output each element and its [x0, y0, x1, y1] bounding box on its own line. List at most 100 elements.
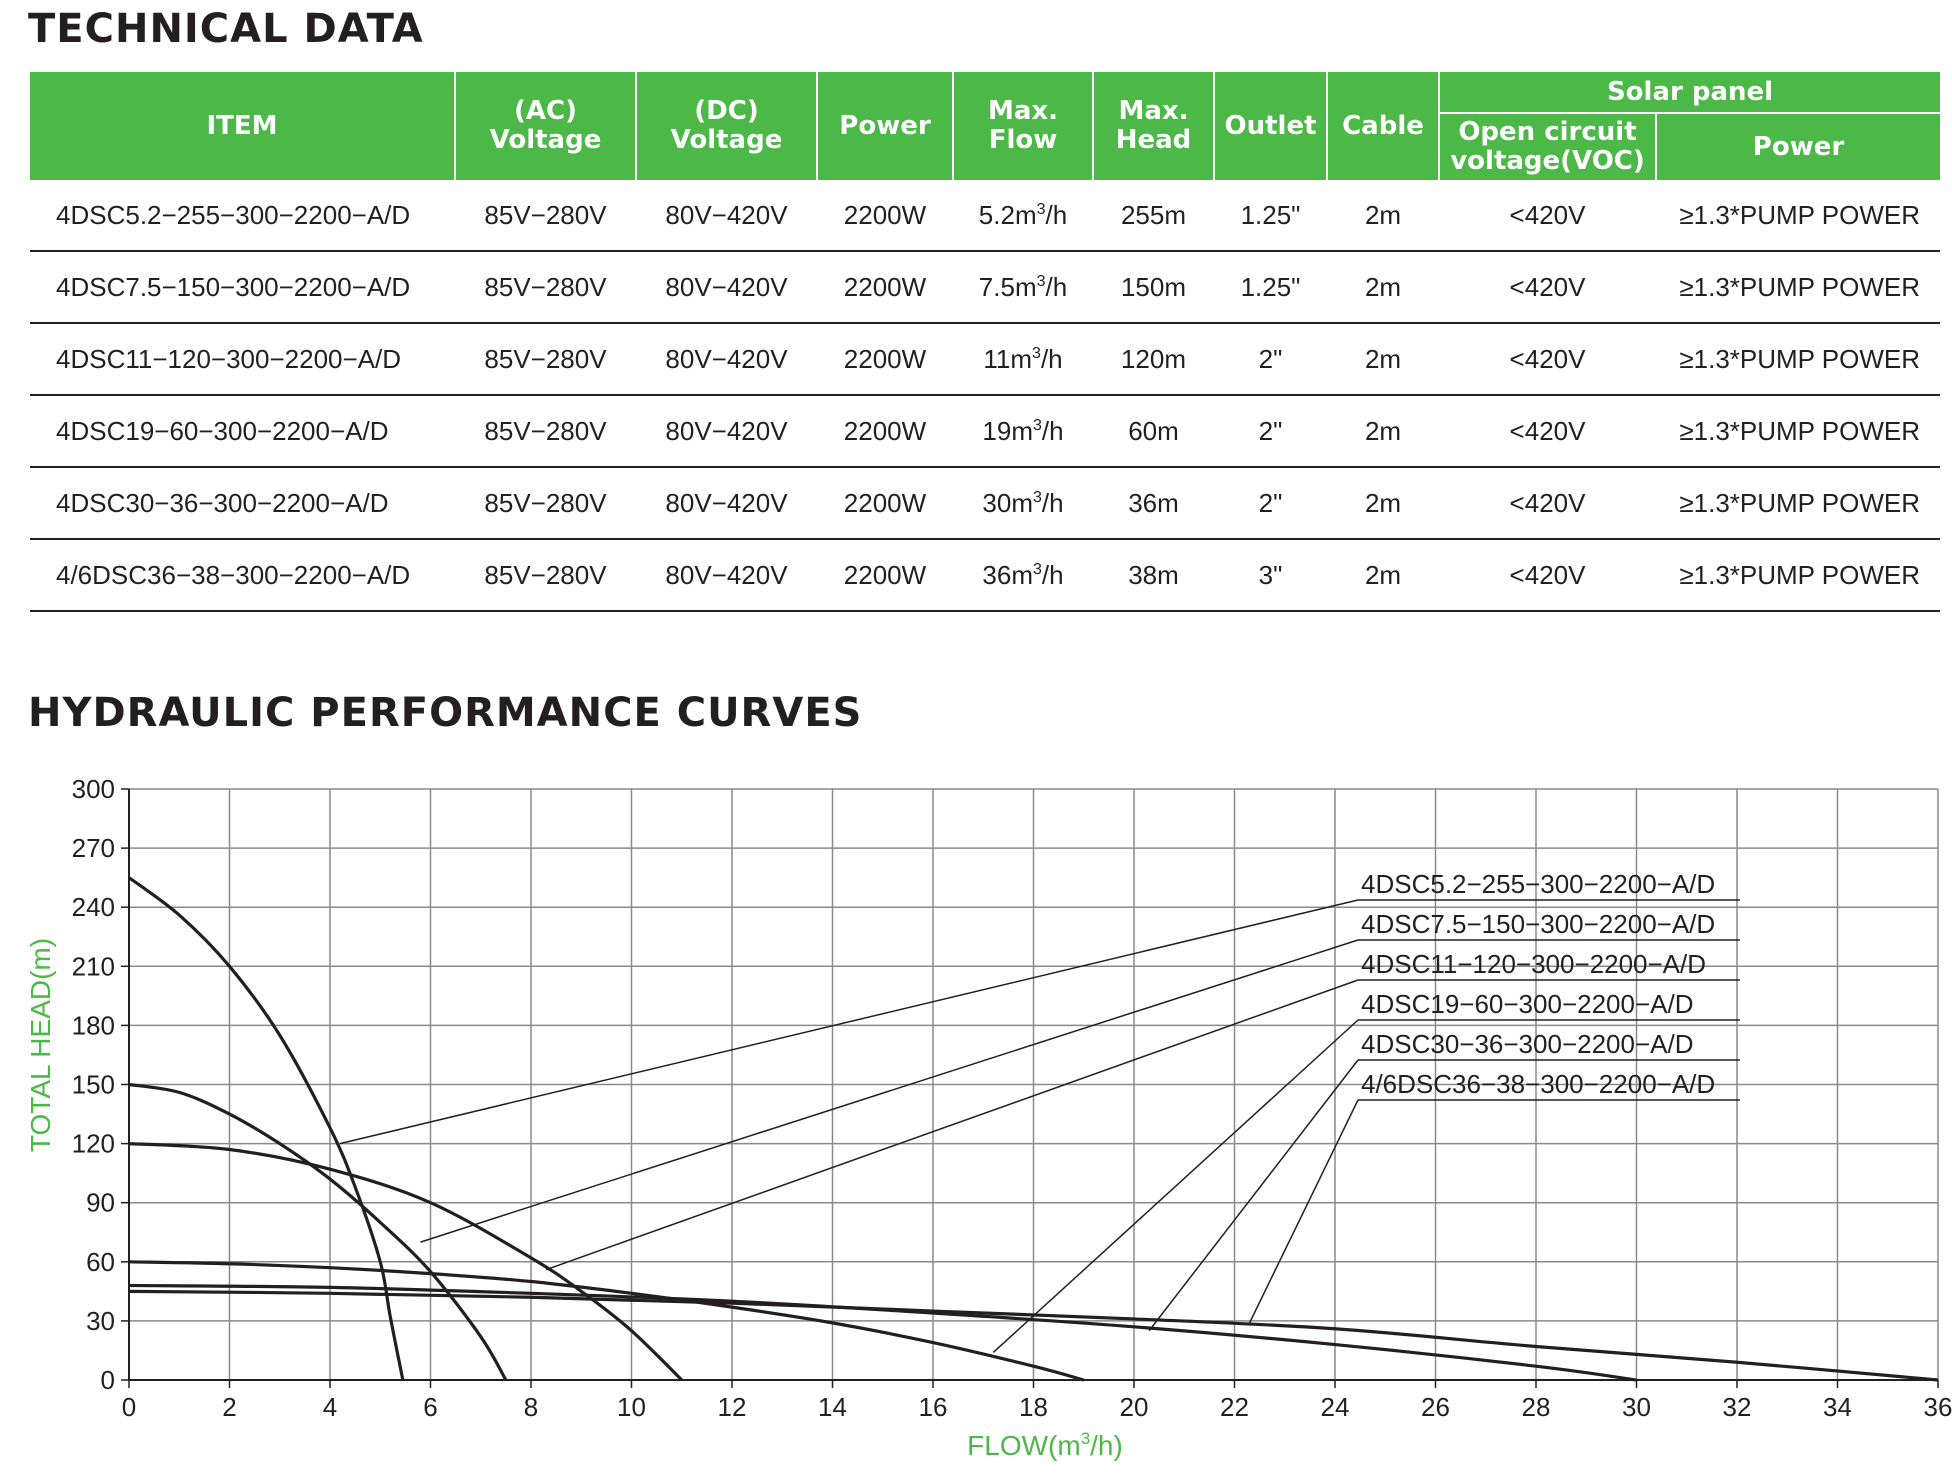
- header-item: ITEM: [30, 72, 456, 180]
- cell-dc-voltage: 80V−420V: [636, 395, 817, 468]
- x-tick-label: 8: [524, 1392, 538, 1422]
- legend-label: 4DSC30−36−300−2200−A/D: [1361, 1029, 1694, 1059]
- legend-leader-line: [545, 979, 1359, 1271]
- legend-label: 4DSC11−120−300−2200−A/D: [1361, 949, 1706, 979]
- x-tick-label: 34: [1823, 1392, 1852, 1422]
- header-panel-power: Power: [1656, 112, 1941, 180]
- cell-max-head: 60m: [1093, 395, 1214, 468]
- header-max-head: Max. Head: [1093, 72, 1215, 180]
- cell-dc-voltage: 80V−420V: [636, 467, 817, 540]
- legend-leader-line: [339, 899, 1359, 1145]
- cell-cable: 2m: [1327, 323, 1439, 396]
- header-ac-voltage: (AC) Voltage: [455, 72, 637, 180]
- x-tick-label: 32: [1723, 1392, 1752, 1422]
- cell-panel-power: ≥1.3*PUMP POWER: [1656, 467, 1941, 540]
- legend-label: 4/6DSC36−38−300−2200−A/D: [1361, 1069, 1715, 1099]
- cell-outlet: 2": [1214, 323, 1327, 396]
- y-tick-label: 90: [86, 1188, 115, 1218]
- cell-outlet: 1.25": [1214, 251, 1327, 324]
- x-tick-label: 30: [1622, 1392, 1651, 1422]
- legend-label: 4DSC19−60−300−2200−A/D: [1361, 989, 1694, 1019]
- cell-panel-power: ≥1.3*PUMP POWER: [1656, 539, 1941, 612]
- cell-max-flow: 30m3/h: [953, 467, 1093, 540]
- x-tick-label: 4: [323, 1392, 337, 1422]
- cell-max-flow: 5.2m3/h: [953, 180, 1093, 252]
- cell-max-head: 36m: [1093, 467, 1214, 540]
- y-tick-label: 210: [72, 951, 115, 981]
- y-tick-label: 60: [86, 1247, 115, 1277]
- cell-ac-voltage: 85V−280V: [455, 395, 636, 468]
- series-curve-2: [128, 1082, 508, 1381]
- chart-grid: [128, 788, 1939, 1381]
- cell-outlet: 1.25": [1214, 180, 1327, 252]
- x-tick-label: 6: [423, 1392, 437, 1422]
- y-tick-label: 180: [72, 1010, 115, 1040]
- cell-panel-power: ≥1.3*PUMP POWER: [1656, 323, 1941, 396]
- cell-max-head: 150m: [1093, 251, 1214, 324]
- cell-item: 4/6DSC36−38−300−2200−A/D: [30, 539, 455, 612]
- cell-power: 2200W: [817, 539, 953, 612]
- table-row: 4DSC30−36−300−2200−A/D 85V−280V 80V−420V 22…: [30, 467, 1941, 540]
- cell-voc: <420V: [1439, 180, 1656, 252]
- cell-item: 4DSC7.5−150−300−2200−A/D: [30, 251, 455, 324]
- cell-cable: 2m: [1327, 395, 1439, 468]
- x-tick-label: 26: [1421, 1392, 1450, 1422]
- y-tick-label: 0: [101, 1365, 115, 1395]
- cell-item: 4DSC5.2−255−300−2200−A/D: [30, 180, 455, 252]
- x-tick-label: 36: [1924, 1392, 1952, 1422]
- x-tick-label: 18: [1019, 1392, 1048, 1422]
- header-cable: Cable: [1327, 72, 1440, 180]
- series-curve-3: [128, 1142, 683, 1382]
- cell-power: 2200W: [817, 251, 953, 324]
- cell-cable: 2m: [1327, 180, 1439, 252]
- cell-power: 2200W: [817, 180, 953, 252]
- cell-item: 4DSC11−120−300−2200−A/D: [30, 323, 455, 396]
- cell-cable: 2m: [1327, 251, 1439, 324]
- cell-voc: <420V: [1439, 395, 1656, 468]
- legend-leader-line: [420, 939, 1359, 1243]
- cell-power: 2200W: [817, 467, 953, 540]
- cell-item: 4DSC30−36−300−2200−A/D: [30, 467, 455, 540]
- cell-item: 4DSC19−60−300−2200−A/D: [30, 395, 455, 468]
- cell-outlet: 2": [1214, 467, 1327, 540]
- table-row: 4/6DSC36−38−300−2200−A/D 85V−280V 80V−420V…: [30, 539, 1941, 612]
- performance-curves-title: HYDRAULIC PERFORMANCE CURVES: [28, 690, 863, 736]
- header-outlet: Outlet: [1214, 72, 1328, 180]
- legend-leader-line: [992, 1019, 1359, 1353]
- cell-ac-voltage: 85V−280V: [455, 251, 636, 324]
- cell-dc-voltage: 80V−420V: [636, 539, 817, 612]
- y-tick-label: 240: [72, 892, 115, 922]
- y-axis-label: TOTAL HEAD(m): [25, 938, 56, 1152]
- cell-voc: <420V: [1439, 467, 1656, 540]
- header-solar-panel: Solar panel: [1439, 72, 1941, 113]
- y-tick-label: 300: [72, 774, 115, 804]
- x-axis-label: FLOW(m3/h): [967, 1429, 1123, 1461]
- header-max-flow: Max. Flow: [953, 72, 1094, 180]
- x-tick-label: 28: [1522, 1392, 1551, 1422]
- x-tick-label: 12: [718, 1392, 747, 1422]
- series-curve-4: [128, 1260, 1085, 1382]
- legend-label: 4DSC7.5−150−300−2200−A/D: [1361, 909, 1715, 939]
- cell-ac-voltage: 85V−280V: [455, 180, 636, 252]
- cell-power: 2200W: [817, 395, 953, 468]
- y-tick-label: 270: [72, 833, 115, 863]
- x-tick-label: 20: [1120, 1392, 1149, 1422]
- cell-cable: 2m: [1327, 539, 1439, 612]
- table-row: 4DSC5.2−255−300−2200−A/D 85V−280V 80V−420V…: [30, 180, 1941, 252]
- y-tick-label: 30: [86, 1306, 115, 1336]
- cell-dc-voltage: 80V−420V: [636, 251, 817, 324]
- cell-max-flow: 36m3/h: [953, 539, 1093, 612]
- x-tick-label: 16: [919, 1392, 948, 1422]
- cell-voc: <420V: [1439, 323, 1656, 396]
- header-open-circuit-voltage: Open circuit voltage(VOC): [1439, 112, 1657, 180]
- cell-max-head: 255m: [1093, 180, 1214, 252]
- cell-cable: 2m: [1327, 467, 1439, 540]
- cell-ac-voltage: 85V−280V: [455, 323, 636, 396]
- header-dc-voltage: (DC) Voltage: [636, 72, 818, 180]
- y-tick-label: 150: [72, 1070, 115, 1100]
- cell-ac-voltage: 85V−280V: [455, 467, 636, 540]
- x-tick-label: 2: [222, 1392, 236, 1422]
- x-tick-label: 22: [1220, 1392, 1249, 1422]
- x-tick-label: 14: [818, 1392, 847, 1422]
- x-tick-label: 24: [1321, 1392, 1350, 1422]
